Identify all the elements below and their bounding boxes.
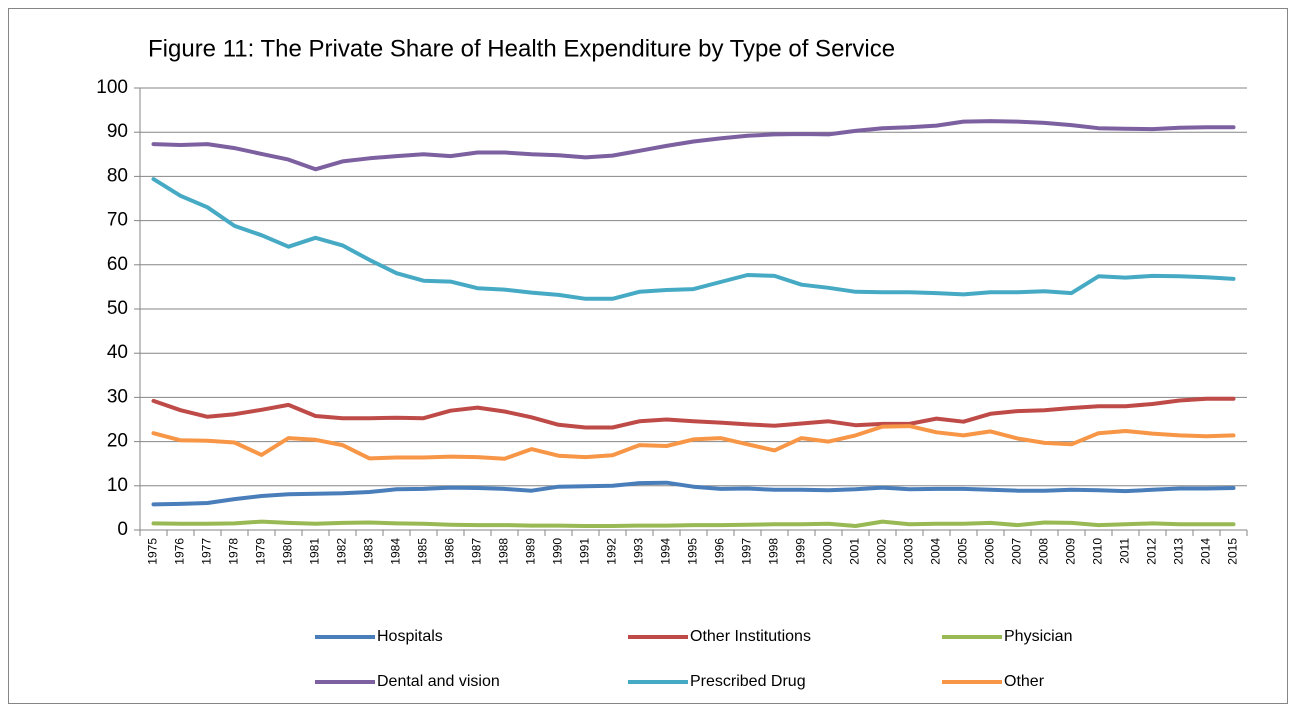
x-tick-label: 2006 [983, 538, 997, 565]
x-tick-label: 1995 [686, 538, 700, 565]
x-tick-label: 2010 [1091, 538, 1105, 565]
series-line [151, 119, 1236, 172]
y-tick-label: 40 [107, 342, 128, 363]
series-line [151, 424, 1236, 461]
legend-label: Prescribed Drug [690, 673, 806, 690]
y-tick-label: 60 [107, 254, 128, 275]
y-tick-label: 0 [117, 519, 128, 540]
x-tick-label: 1984 [389, 538, 403, 565]
y-tick-label: 50 [107, 298, 128, 319]
y-tick-label: 30 [107, 386, 128, 407]
x-tick-label: 2004 [929, 538, 943, 565]
y-tick-label: 20 [107, 431, 128, 452]
x-tick-label: 2013 [1172, 538, 1186, 565]
legend-label: Dental and vision [377, 673, 500, 690]
legend-label: Other Institutions [690, 628, 811, 645]
y-tick-label: 70 [107, 210, 128, 231]
x-tick-label: 1978 [227, 538, 241, 565]
x-tick-label: 1986 [443, 538, 457, 565]
x-tick-label: 2000 [821, 538, 835, 565]
x-tick-label: 1976 [173, 538, 187, 565]
x-tick-label: 1989 [524, 538, 538, 565]
x-tick-label: 1994 [659, 538, 673, 565]
x-tick-label: 1975 [146, 538, 160, 565]
x-tick-label: 1981 [308, 538, 322, 565]
x-tick-label: 2008 [1037, 538, 1051, 565]
x-tick-label: 1982 [335, 538, 349, 565]
x-tick-label: 2002 [875, 538, 889, 565]
x-tick-label: 1996 [713, 538, 727, 565]
series-line [151, 396, 1236, 430]
chart-border [8, 8, 1288, 704]
x-tick-label: 1985 [416, 538, 430, 565]
x-tick-label: 2001 [848, 538, 862, 565]
x-tick-label: 1993 [632, 538, 646, 565]
x-tick-label: 1990 [551, 538, 565, 565]
y-tick-label: 80 [107, 165, 128, 186]
series-line [151, 519, 1236, 528]
x-tick-label: 2014 [1199, 538, 1213, 565]
x-tick-label: 2009 [1064, 538, 1078, 565]
chart-title: Figure 11: The Private Share of Health E… [148, 35, 895, 62]
series-line [151, 177, 1236, 301]
legend-label: Physician [1004, 628, 1072, 645]
x-tick-label: 1980 [281, 538, 295, 565]
x-tick-label: 2012 [1145, 538, 1159, 565]
x-tick-label: 1997 [740, 538, 754, 565]
series-line [151, 480, 1236, 507]
x-tick-label: 1998 [767, 538, 781, 565]
x-tick-label: 2015 [1226, 538, 1240, 565]
x-tick-label: 2007 [1010, 538, 1024, 565]
x-tick-label: 2005 [956, 538, 970, 565]
y-tick-label: 10 [107, 475, 128, 496]
y-tick-label: 90 [107, 121, 128, 142]
x-tick-label: 1977 [200, 538, 214, 565]
x-tick-label: 2003 [902, 538, 916, 565]
x-tick-label: 1979 [254, 538, 268, 565]
x-tick-label: 1999 [794, 538, 808, 565]
x-tick-label: 2011 [1118, 538, 1132, 564]
x-tick-label: 1987 [470, 538, 484, 565]
x-tick-label: 1991 [578, 538, 592, 565]
legend-label: Hospitals [377, 628, 443, 645]
x-tick-label: 1988 [497, 538, 511, 565]
legend-label: Other [1004, 673, 1045, 690]
x-tick-label: 1983 [362, 538, 376, 565]
y-tick-label: 100 [96, 77, 128, 98]
x-tick-label: 1992 [605, 538, 619, 565]
